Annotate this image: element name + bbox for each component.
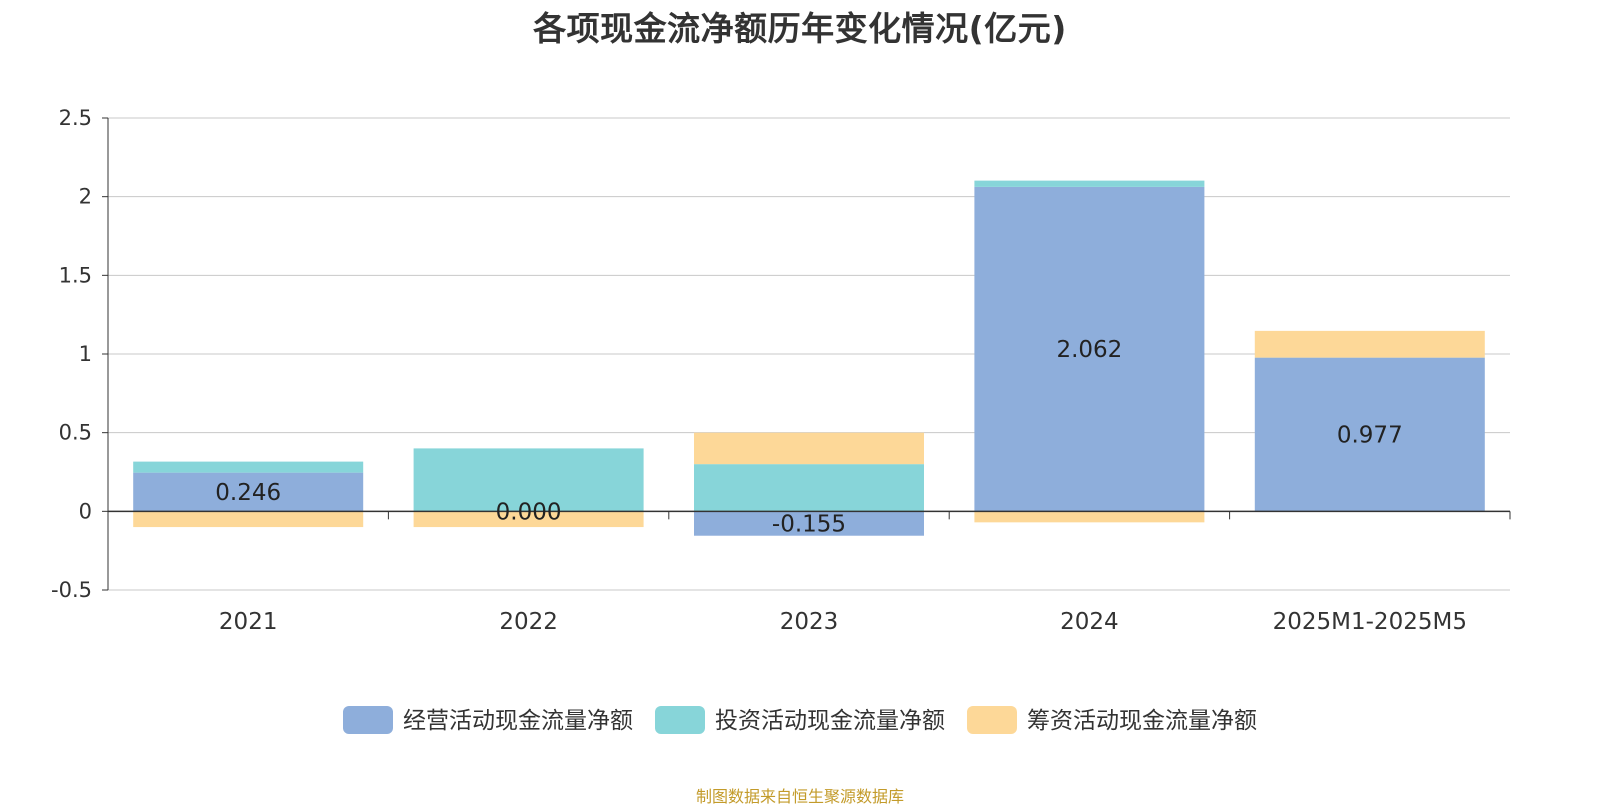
bar-segment	[974, 511, 1205, 523]
legend-label: 经营活动现金流量净额	[403, 708, 633, 734]
bar-segment	[974, 180, 1205, 187]
bar-segment	[1254, 357, 1485, 512]
x-tick-label: 2022	[499, 609, 558, 635]
x-tick-label: 2024	[1060, 609, 1119, 635]
legend-swatch	[967, 706, 1017, 734]
data-label: -0.155	[772, 512, 846, 538]
bar-segment	[133, 472, 364, 512]
bar-segment	[974, 186, 1205, 512]
bar-segment	[694, 464, 924, 512]
bar-segment	[133, 461, 364, 473]
y-tick-label: 2	[79, 185, 92, 209]
bar-segment	[694, 511, 924, 536]
bar-segment	[694, 432, 924, 465]
x-tick-label: 2025M1-2025M5	[1273, 609, 1467, 635]
legend-swatch	[343, 706, 393, 734]
x-tick-label: 2021	[219, 609, 278, 635]
x-tick-label: 2023	[780, 609, 839, 635]
bar-segment	[413, 448, 644, 512]
legend-swatch	[655, 706, 705, 734]
bar-segment	[133, 511, 364, 528]
bar-segment	[1254, 330, 1485, 358]
y-tick-label: 0.5	[59, 421, 92, 445]
data-label: 0.977	[1337, 422, 1403, 448]
source-note: 制图数据来自恒生聚源数据库	[695, 787, 904, 806]
bar-segment	[413, 511, 644, 528]
chart-title: 各项现金流净额历年变化情况(亿元)	[533, 9, 1067, 48]
y-tick-label: 1.5	[59, 263, 92, 287]
y-tick-label: 0	[79, 499, 92, 523]
y-tick-label: 1	[79, 342, 92, 366]
legend-label: 筹资活动现金流量净额	[1027, 708, 1257, 734]
y-tick-label: -0.5	[51, 578, 92, 602]
data-label: 0.000	[496, 499, 562, 525]
data-label: 0.246	[215, 480, 281, 506]
y-tick-label: 2.5	[59, 106, 92, 130]
legend-label: 投资活动现金流量净额	[715, 708, 945, 734]
data-label: 2.062	[1056, 337, 1122, 363]
